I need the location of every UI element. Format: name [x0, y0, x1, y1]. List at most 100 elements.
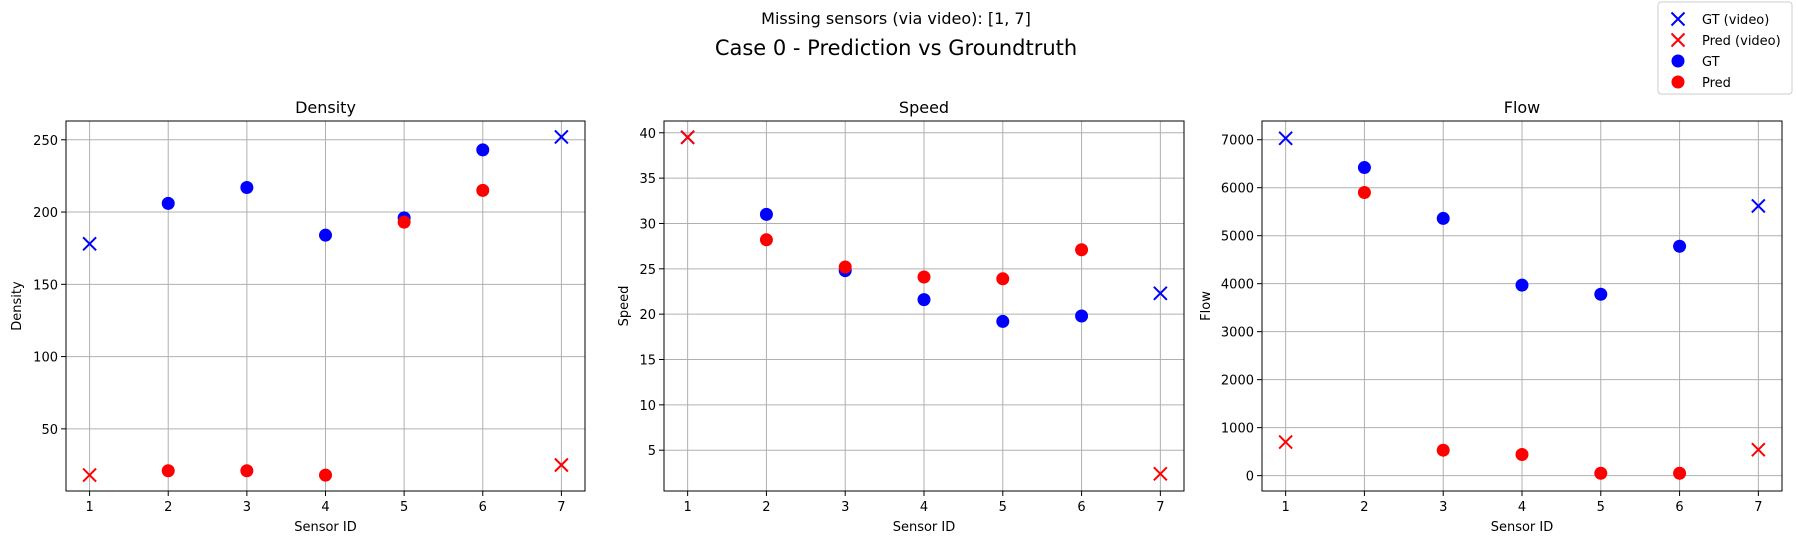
data-point [161, 196, 175, 210]
data-point [1515, 448, 1529, 462]
y-tick-label: 30 [639, 217, 656, 232]
x-tick-label: 3 [841, 500, 849, 515]
x-tick-label: 6 [1675, 500, 1683, 515]
series-gt [1357, 161, 1687, 301]
y-tick-label: 2000 [1221, 374, 1254, 389]
y-tick-label: 7000 [1221, 134, 1254, 149]
y-tick-label: 35 [639, 172, 656, 187]
data-point [161, 464, 175, 478]
data-point [996, 314, 1010, 328]
series-pred [161, 183, 490, 482]
x-axis-label: Sensor ID [893, 520, 956, 535]
y-tick-label: 0 [1246, 470, 1254, 485]
x-axis-label: Sensor ID [1491, 520, 1554, 535]
data-point-x [1751, 198, 1766, 214]
x-tick-label: 5 [1597, 500, 1605, 515]
x-tick-label: 1 [1281, 500, 1289, 515]
subplot-speed: 1 2 3 4 5 6 7 5 10 15 20 25 30 35 40 Speed Sensor ID Spee… [617, 98, 1185, 535]
x-tick-label: 3 [243, 500, 251, 515]
x-tick-label: 4 [321, 500, 329, 515]
data-point [319, 468, 332, 482]
series-pred-video [82, 457, 569, 483]
x-tick-label: 6 [479, 500, 487, 515]
y-tick-label: 5000 [1221, 230, 1254, 245]
series-gt [161, 143, 490, 242]
series-pred [1357, 186, 1687, 480]
x-tick-label: 7 [1754, 500, 1762, 515]
data-point [1357, 161, 1371, 175]
subplot-title: Flow [1504, 98, 1541, 117]
x-tick-label: 3 [1439, 500, 1447, 515]
x-tick-label: 2 [762, 500, 770, 515]
data-point [759, 207, 773, 221]
x-tick-label: 4 [1518, 500, 1526, 515]
data-point [759, 233, 773, 247]
data-point [996, 272, 1010, 286]
y-tick-label: 3000 [1221, 326, 1254, 341]
data-point-x [680, 130, 695, 145]
data-point [1436, 211, 1450, 225]
data-point [1594, 287, 1608, 301]
x-tick-label: 7 [1156, 500, 1164, 515]
legend-marker [1671, 54, 1685, 68]
data-point [917, 293, 931, 307]
y-tick-label: 50 [41, 423, 58, 438]
y-axis-label: Flow [1199, 291, 1214, 321]
data-point [1075, 309, 1089, 323]
x-tick-label: 6 [1077, 500, 1085, 515]
data-point [397, 215, 411, 229]
data-point-x [82, 236, 97, 252]
series-pred [759, 233, 1089, 286]
legend-entry-gt-video: GT (video) [1670, 11, 1769, 28]
axes-frame [1261, 120, 1783, 492]
y-tick-label: 25 [639, 263, 656, 278]
y-axis-label: Speed [617, 286, 632, 327]
data-point-x [1153, 286, 1168, 301]
y-tick-label: 40 [639, 127, 656, 142]
subplot-density: 1 2 3 4 5 6 7 50 100 150 200 250 Density Sensor ID Den… [10, 98, 586, 535]
x-tick-label: 1 [85, 500, 93, 515]
data-point-x [1751, 442, 1766, 457]
data-point [1075, 243, 1089, 257]
legend-entry-pred: Pred [1671, 75, 1731, 91]
series-pred-video [680, 130, 1168, 481]
x-axis-label: Sensor ID [294, 520, 357, 535]
y-tick-label: 6000 [1221, 182, 1254, 197]
legend-marker [1671, 75, 1685, 89]
data-point [838, 260, 852, 274]
suptitle-case: Case 0 - Prediction vs Groundtruth [715, 36, 1077, 60]
x-tick-label: 2 [1360, 500, 1368, 515]
legend-label: Pred (video) [1702, 34, 1781, 49]
legend-label: GT (video) [1702, 13, 1769, 28]
data-point [1436, 443, 1450, 457]
data-point-x [1278, 434, 1293, 450]
y-tick-label: 100 [33, 351, 58, 366]
y-tick-label: 4000 [1221, 278, 1254, 293]
subplot-title: Density [295, 98, 356, 117]
legend-entry-gt: GT [1671, 54, 1720, 70]
data-point-x [1153, 466, 1168, 481]
data-point [240, 180, 254, 194]
legend: GT (video) Pred (video) GT Pred [1657, 1, 1793, 95]
data-point-x [554, 129, 569, 145]
axes-frame [65, 120, 586, 492]
data-point [476, 183, 490, 197]
y-tick-label: 15 [639, 354, 656, 369]
data-point-x [554, 457, 569, 473]
y-tick-label: 10 [639, 399, 656, 414]
suptitle-missing-sensors: Missing sensors (via video): [1, 7] [761, 9, 1031, 28]
subplot-title: Speed [899, 98, 949, 117]
x-tick-label: 2 [164, 500, 172, 515]
y-tick-label: 250 [33, 134, 58, 149]
axes-frame [663, 120, 1185, 492]
data-point [1515, 278, 1529, 292]
data-point-x [1278, 131, 1293, 146]
data-point [1673, 466, 1687, 480]
series-gt-video [82, 129, 569, 252]
legend-marker [1670, 11, 1686, 27]
legend-label: Pred [1702, 76, 1731, 91]
x-tick-label: 5 [400, 500, 408, 515]
data-point-x [82, 467, 97, 483]
